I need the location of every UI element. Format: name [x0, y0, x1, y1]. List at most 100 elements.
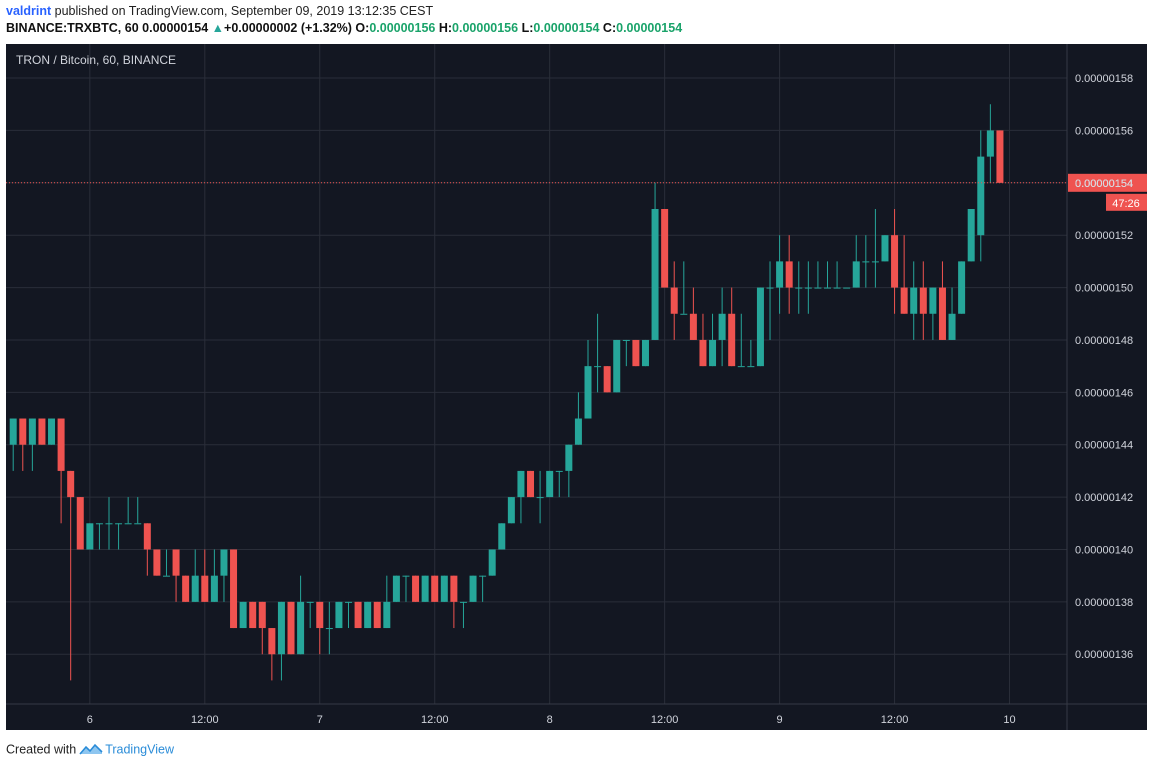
candle-body: [249, 601, 257, 629]
candle: [258, 601, 266, 655]
candle-body: [938, 287, 946, 340]
candle-body: [517, 470, 525, 498]
candle-body: [632, 339, 640, 367]
candle: [824, 261, 831, 289]
candle: [488, 549, 496, 576]
high-label: H:: [438, 21, 453, 35]
chart-container[interactable]: 0.00000154 47:26 0.00000158 0.00000156 0.00…: [6, 44, 1147, 730]
candle-body: [316, 601, 324, 629]
price-axis[interactable]: 0.00000158 0.00000156 0.00000154 0.00000152…: [1075, 73, 1133, 661]
candle: [929, 287, 937, 340]
candle: [555, 470, 563, 498]
candle-body: [105, 523, 113, 525]
tradingview-logo-icon: [79, 743, 103, 755]
tradingview-brand[interactable]: TradingView: [105, 742, 174, 757]
candle: [814, 261, 822, 289]
candle: [201, 549, 209, 602]
candle: [210, 549, 218, 602]
candle: [737, 313, 745, 368]
candle: [622, 339, 630, 367]
candle-body: [124, 523, 132, 525]
time-axis[interactable]: 6 12:00 7 12:00 8 12:00 9 12:00 10: [87, 714, 1016, 726]
last-price: 0.00000154: [142, 21, 209, 35]
price-tick-label: 0.00000142: [1075, 492, 1133, 504]
candle: [105, 497, 113, 550]
candle-body: [737, 366, 745, 368]
candle: [900, 235, 908, 314]
price-tick-label: 0.00000144: [1075, 440, 1133, 452]
candle: [431, 575, 439, 602]
candle: [421, 575, 429, 602]
candle-body: [833, 287, 841, 289]
candle-body: [776, 261, 784, 288]
candle: [287, 601, 295, 655]
candle: [795, 261, 803, 314]
candle-body: [488, 549, 496, 576]
candle-body: [728, 313, 736, 367]
candle: [354, 601, 362, 629]
candle-body: [651, 209, 659, 340]
candle-body: [402, 575, 410, 577]
candle: [661, 209, 669, 288]
price-tick-label: 0.00000158: [1075, 73, 1133, 85]
candle-body: [19, 418, 27, 445]
candle-body: [479, 575, 487, 577]
price-tick-label: 0.00000138: [1075, 597, 1133, 609]
candle-body: [804, 287, 812, 289]
candle: [450, 575, 458, 629]
candle: [881, 235, 889, 262]
candle: [76, 497, 84, 550]
candle-body: [172, 549, 180, 576]
candle-body: [977, 156, 985, 236]
candle-body: [622, 339, 630, 341]
candle: [86, 523, 94, 550]
candle-body: [881, 235, 889, 262]
candle: [747, 339, 755, 368]
candle: [574, 392, 582, 445]
candle: [38, 418, 46, 445]
symbol-interval: BINANCE:TRXBTC, 60: [6, 21, 139, 35]
candle-body: [929, 287, 937, 314]
candle-body: [28, 418, 36, 445]
candle: [670, 261, 678, 340]
candle-body: [766, 287, 774, 289]
close-label: C:: [602, 21, 617, 35]
candle: [134, 497, 142, 525]
candle: [345, 601, 352, 629]
price-tick-label: 0.00000140: [1075, 544, 1133, 556]
candle: [239, 601, 247, 629]
triangle-up-icon: ▲: [211, 21, 225, 35]
candle: [115, 523, 123, 550]
candle-body: [345, 601, 352, 603]
candle-body: [297, 601, 305, 655]
countdown-label: 47:26: [1112, 198, 1140, 210]
candle: [498, 523, 506, 550]
time-tick-label: 7: [317, 714, 323, 726]
candle: [335, 601, 343, 629]
price-tick-label: 0.00000150: [1075, 283, 1133, 295]
candle-body: [450, 575, 458, 602]
candle-body: [680, 313, 688, 315]
candle: [316, 601, 324, 655]
candle: [402, 575, 410, 602]
candle-body: [795, 287, 803, 289]
candle: [459, 601, 467, 629]
candle-body: [153, 549, 161, 576]
candle-body: [201, 575, 209, 602]
candle: [172, 549, 180, 602]
candle-body: [220, 549, 228, 576]
time-tick-label: 10: [1003, 714, 1015, 726]
candle: [28, 418, 36, 471]
candle-body: [536, 497, 544, 499]
author-name[interactable]: valdrint: [6, 4, 52, 18]
candle-body: [354, 601, 362, 629]
candle-body: [67, 470, 75, 498]
candle: [891, 209, 899, 314]
candle-body: [239, 601, 247, 629]
candle-body: [900, 287, 908, 314]
candle-body: [364, 601, 372, 629]
price-tick-label: 0.00000148: [1075, 335, 1133, 347]
price-tick-label: 0.00000152: [1075, 230, 1133, 242]
candle-body: [191, 575, 199, 602]
